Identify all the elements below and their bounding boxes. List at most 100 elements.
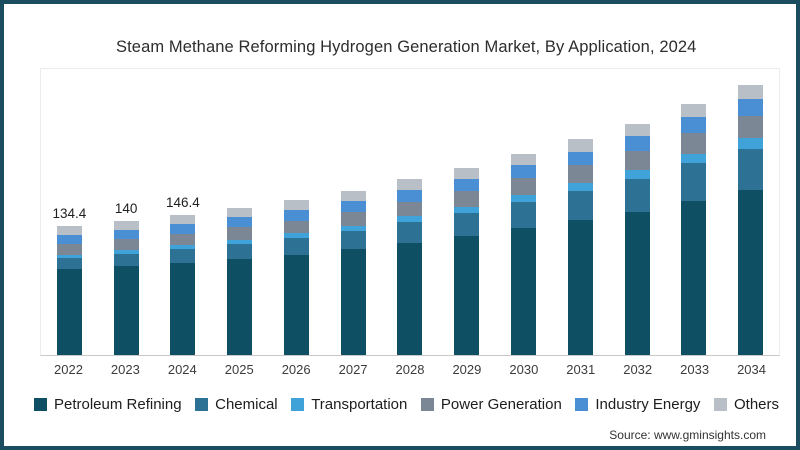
bar-segment-others	[511, 153, 536, 166]
bar-segment-power-generation	[170, 233, 196, 246]
bar-segment-industry-energy	[454, 178, 480, 192]
bar-segment-others	[454, 167, 480, 179]
bar-segment-others	[170, 214, 196, 224]
x-axis-label-2034: 2034	[737, 362, 766, 377]
bar-value-label-2023: 140	[114, 200, 138, 216]
bar-segment-others	[624, 123, 650, 137]
bar-segment-industry-energy	[227, 217, 253, 228]
legend-swatch-icon-chemical	[195, 398, 209, 411]
x-axis-label-2032: 2032	[623, 362, 653, 377]
bar-segment-petroleum-refining	[454, 236, 480, 355]
bar-segment-transportation	[340, 225, 366, 231]
legend-item-chemical: Chemical	[195, 396, 278, 413]
bar-segment-industry-energy	[511, 165, 536, 179]
bar-segment-transportation	[113, 250, 139, 254]
bar-segment-petroleum-refining	[738, 190, 764, 355]
bar-stack-2028	[397, 179, 423, 355]
bar-segment-others	[56, 226, 82, 235]
bar-segment-power-generation	[56, 244, 82, 255]
bar-segment-chemical	[283, 237, 309, 255]
bar-segment-others	[567, 139, 593, 152]
legend-swatch-icon-others	[713, 398, 727, 411]
bar-segment-others	[340, 190, 366, 202]
bar-stack-2032	[624, 123, 650, 355]
bar-segment-transportation	[624, 170, 650, 179]
bar-segment-transportation	[738, 138, 764, 149]
bar-segment-transportation	[170, 245, 196, 250]
bar-segment-petroleum-refining	[567, 220, 593, 355]
bar-stack-2024	[170, 214, 196, 355]
legend-item-petroleum-refining: Petroleum Refining	[34, 396, 182, 413]
legend-item-transportation: Transportation	[291, 396, 407, 413]
legend-label-chemical: Chemical	[215, 396, 278, 413]
bar-segment-transportation	[227, 239, 253, 244]
bar-segment-chemical	[567, 190, 593, 221]
bar-segment-others	[113, 220, 139, 230]
bar-segment-transportation	[397, 216, 423, 222]
legend-item-others: Others	[713, 396, 779, 413]
bar-segment-power-generation	[397, 201, 423, 217]
bar-segment-chemical	[454, 212, 480, 237]
x-axis-label-2028: 2028	[395, 362, 425, 377]
bar-stack-2029	[454, 167, 480, 355]
legend-item-power-generation: Power Generation	[420, 396, 562, 413]
bar-segment-power-generation	[681, 133, 707, 154]
x-axis-label-2027: 2027	[338, 362, 368, 377]
bar-segment-industry-energy	[397, 189, 423, 202]
x-axis-label-2030: 2030	[509, 362, 539, 377]
x-axis-label-2022: 2022	[54, 362, 83, 377]
x-axis-label-2033: 2033	[680, 362, 710, 377]
x-axis-label-2029: 2029	[452, 362, 482, 377]
bar-segment-chemical	[227, 243, 253, 259]
bar-2029	[438, 69, 495, 355]
bar-stack-2022	[56, 226, 82, 355]
bar-value-label-2022: 134.4	[52, 206, 87, 222]
bar-segment-transportation	[56, 254, 82, 259]
bar-segment-petroleum-refining	[227, 258, 253, 355]
bar-segment-petroleum-refining	[681, 200, 707, 355]
source-text: Source: www.gminsights.com	[609, 428, 766, 442]
bar-segment-transportation	[567, 183, 593, 191]
plot-area: 134.4 140 146.4	[40, 68, 780, 356]
legend: Petroleum Refining Chemical Transportation…	[34, 396, 779, 413]
bar-segment-petroleum-refining	[170, 262, 196, 355]
bar-segment-petroleum-refining	[340, 249, 366, 355]
x-axis-label-2023: 2023	[110, 362, 140, 377]
bar-segment-others	[283, 199, 309, 210]
x-axis-label-2024: 2024	[167, 362, 197, 377]
legend-swatch-icon-industry-energy	[575, 398, 589, 411]
bar-2024: 146.4	[155, 69, 212, 355]
bar-2023: 140	[98, 69, 155, 355]
bar-segment-industry-energy	[624, 136, 650, 152]
bar-segment-power-generation	[340, 212, 366, 226]
bar-stack-2031	[567, 139, 593, 355]
legend-label-power-generation: Power Generation	[440, 396, 562, 413]
bar-stack-2034	[738, 85, 764, 355]
bar-2026	[268, 69, 325, 355]
bar-2034	[722, 69, 779, 355]
bar-segment-chemical	[681, 163, 707, 201]
bar-segment-petroleum-refining	[56, 268, 82, 355]
bar-2030	[495, 69, 552, 355]
bar-segment-chemical	[511, 201, 536, 229]
bar-2022: 134.4	[41, 69, 98, 355]
bar-stack-2030	[511, 153, 536, 355]
bar-2031	[552, 69, 609, 355]
bar-segment-power-generation	[511, 178, 536, 195]
bar-segment-chemical	[624, 178, 650, 212]
bar-segment-transportation	[283, 233, 309, 238]
legend-swatch-icon-power-generation	[420, 398, 434, 411]
bar-segment-chemical	[170, 249, 196, 263]
chart-title: Steam Methane Reforming Hydrogen Generat…	[116, 38, 697, 56]
bar-2025	[211, 69, 268, 355]
bar-segment-power-generation	[738, 115, 764, 139]
bar-segment-industry-energy	[738, 99, 764, 116]
bar-segment-industry-energy	[170, 223, 196, 234]
legend-item-industry-energy: Industry Energy	[575, 396, 700, 413]
bar-segment-transportation	[511, 194, 536, 202]
bar-2032	[609, 69, 666, 355]
bar-segment-petroleum-refining	[511, 228, 536, 355]
bar-stack-2025	[227, 207, 253, 355]
bar-2028	[382, 69, 439, 355]
